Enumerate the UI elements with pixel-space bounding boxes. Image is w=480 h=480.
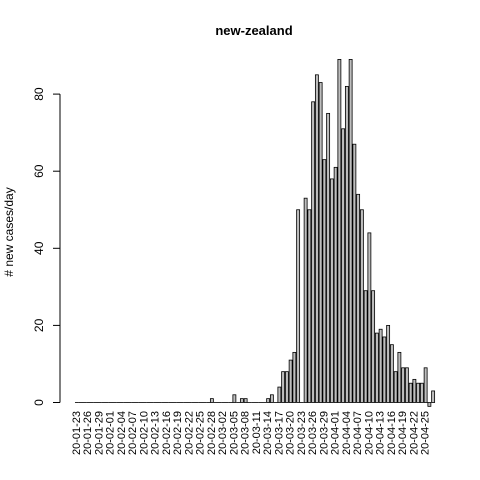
bar (292, 351, 297, 403)
bar (389, 344, 394, 403)
bar (239, 398, 244, 403)
bar (314, 74, 319, 403)
bar (326, 112, 331, 403)
bar (408, 382, 413, 403)
x-tick-label: 20-01-29 (93, 411, 105, 455)
y-axis-label: # new cases/day (2, 187, 16, 276)
x-tick-label: 20-03-20 (285, 411, 297, 455)
bar (322, 159, 327, 403)
x-tick-label: 20-02-25 (195, 411, 207, 455)
x-tick-label: 20-02-10 (138, 411, 150, 455)
x-tick-label: 20-04-22 (408, 411, 420, 455)
x-tick-label: 20-03-17 (273, 411, 285, 455)
bar (427, 402, 432, 407)
bar (232, 394, 237, 403)
x-tick-label: 20-03-23 (296, 411, 308, 455)
bar (243, 398, 248, 403)
x-tick-label: 20-04-04 (341, 411, 353, 455)
x-tick-label: 20-04-25 (420, 411, 432, 455)
bar (296, 209, 301, 403)
bar (401, 367, 406, 403)
bars (74, 59, 436, 407)
x-tick-label: 20-04-19 (397, 411, 409, 455)
bar (386, 324, 391, 403)
bar (281, 371, 286, 403)
x-tick-label: 20-01-26 (82, 411, 94, 455)
x-tick-label: 20-04-13 (375, 411, 387, 455)
bar (209, 398, 214, 403)
bar (284, 371, 289, 403)
chart-title: new-zealand (215, 23, 292, 38)
x-tick-label: 20-02-19 (172, 411, 184, 455)
x-tick-label: 20-04-10 (363, 411, 375, 455)
bar (367, 232, 372, 403)
x-tick-label: 20-02-22 (183, 411, 195, 455)
bar (356, 193, 361, 403)
x-tick-label: 20-04-01 (330, 411, 342, 455)
x-tick-label: 20-02-28 (206, 411, 218, 455)
bar (277, 386, 282, 403)
x-axis: 20-01-23 20-01-26 20-01-29 20-02-01 20-02-04… (71, 411, 432, 455)
y-tick-label: 60 (32, 164, 46, 178)
bar (412, 378, 417, 403)
y-tick-label: 40 (32, 241, 46, 255)
bar (337, 59, 342, 403)
bar (431, 390, 436, 403)
bar (344, 85, 349, 403)
bar (404, 367, 409, 403)
x-tick-label: 20-03-08 (240, 411, 252, 455)
bar (341, 128, 346, 403)
bar (352, 143, 357, 403)
bar (419, 382, 424, 403)
bar (416, 382, 421, 403)
bar (311, 101, 316, 403)
x-tick-label: 20-02-16 (161, 411, 173, 455)
y-tick-label: 80 (32, 87, 46, 101)
x-tick-label: 20-02-07 (127, 411, 139, 455)
x-tick-label: 20-03-11 (251, 411, 263, 454)
bar (307, 209, 312, 403)
x-tick-label: 20-02-01 (105, 411, 117, 455)
y-tick-label: 20 (32, 318, 46, 332)
bar (378, 328, 383, 403)
x-tick-label: 20-02-13 (150, 411, 162, 455)
x-tick-label: 20-03-05 (228, 411, 240, 455)
bar (269, 394, 274, 403)
x-tick-label: 20-04-16 (386, 411, 398, 455)
x-tick-label: 20-03-29 (318, 411, 330, 455)
bar (318, 82, 323, 403)
bar (393, 371, 398, 403)
bar (382, 336, 387, 403)
x-tick-label: 20-02-04 (116, 411, 128, 455)
x-tick-label: 20-04-07 (352, 411, 364, 455)
bar (266, 398, 271, 403)
bar (303, 197, 308, 403)
bar (359, 209, 364, 403)
bar (423, 367, 428, 403)
x-tick-label: 20-01-23 (71, 411, 83, 455)
bar (374, 332, 379, 403)
bar (397, 351, 402, 403)
bar (363, 290, 368, 403)
bar (288, 359, 293, 403)
bar (329, 178, 334, 403)
y-axis: 0 20 40 60 80 (32, 87, 61, 406)
bar (348, 59, 353, 403)
x-tick-label: 20-03-02 (217, 411, 229, 455)
x-tick-label: 20-03-14 (262, 411, 274, 455)
x-tick-label: 20-03-26 (307, 411, 319, 455)
bar (333, 166, 338, 403)
bar (371, 290, 376, 403)
y-tick-label: 0 (32, 399, 46, 406)
